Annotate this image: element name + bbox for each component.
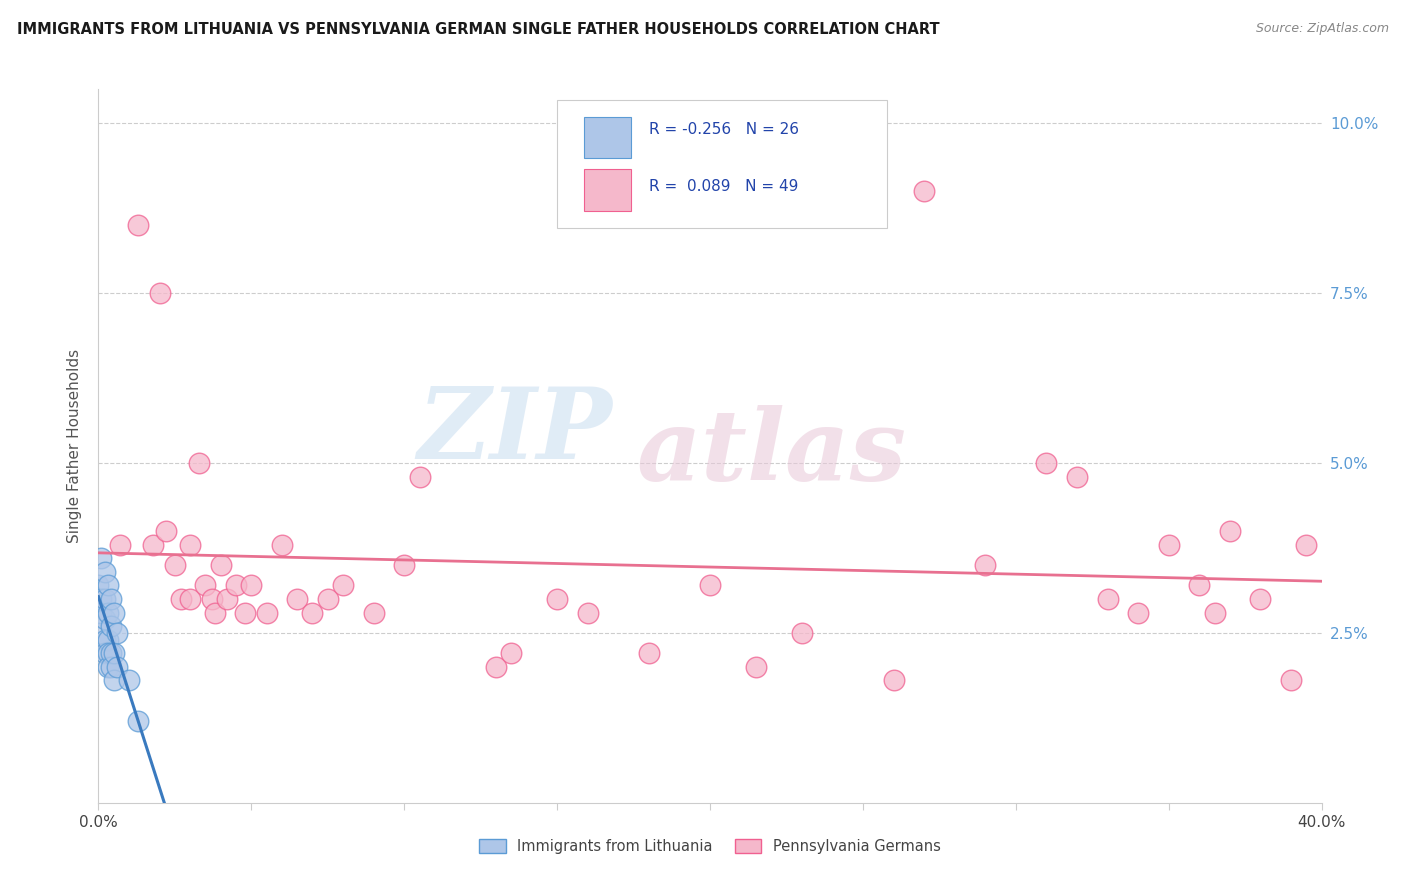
Point xyxy=(1295,537,1317,551)
Point xyxy=(576,606,599,620)
Point xyxy=(100,619,122,633)
Text: Source: ZipAtlas.com: Source: ZipAtlas.com xyxy=(1256,22,1389,36)
Text: IMMIGRANTS FROM LITHUANIA VS PENNSYLVANIA GERMAN SINGLE FATHER HOUSEHOLDS CORREL: IMMIGRANTS FROM LITHUANIA VS PENNSYLVANI… xyxy=(17,22,939,37)
Point xyxy=(87,578,110,592)
Y-axis label: Single Father Households: Single Father Households xyxy=(67,349,83,543)
Point xyxy=(118,673,141,688)
Text: R =  0.089   N = 49: R = 0.089 N = 49 xyxy=(648,179,799,194)
Point xyxy=(97,578,120,592)
Point xyxy=(155,524,177,538)
Point xyxy=(1035,456,1057,470)
Point xyxy=(240,578,263,592)
Point xyxy=(1066,469,1088,483)
Point xyxy=(1188,578,1211,592)
Point xyxy=(97,660,120,674)
Point xyxy=(699,578,721,592)
Point xyxy=(105,660,128,674)
Point xyxy=(225,578,247,592)
Point xyxy=(194,578,217,592)
Point xyxy=(256,606,278,620)
Point xyxy=(100,646,122,660)
Point xyxy=(408,469,430,483)
Point xyxy=(90,626,112,640)
Point xyxy=(1128,606,1150,620)
Point xyxy=(209,558,232,572)
Text: R = -0.256   N = 26: R = -0.256 N = 26 xyxy=(648,122,799,137)
Point xyxy=(90,606,112,620)
Point xyxy=(233,606,256,620)
Point xyxy=(188,456,211,470)
Point xyxy=(90,551,112,566)
FancyBboxPatch shape xyxy=(583,169,630,211)
Point xyxy=(170,591,193,606)
Point xyxy=(546,591,568,606)
Point xyxy=(1219,524,1241,538)
Point xyxy=(485,660,508,674)
Point xyxy=(127,714,149,729)
Point xyxy=(501,646,523,660)
Point xyxy=(363,606,385,620)
Point xyxy=(1204,606,1226,620)
Point xyxy=(179,537,201,551)
Point xyxy=(637,646,661,660)
Point xyxy=(745,660,768,674)
Point xyxy=(883,673,905,688)
Point xyxy=(1097,591,1119,606)
Point xyxy=(790,626,813,640)
Point xyxy=(270,537,292,551)
Point xyxy=(97,632,120,647)
Point xyxy=(93,591,115,606)
FancyBboxPatch shape xyxy=(583,117,630,159)
Point xyxy=(149,286,172,301)
FancyBboxPatch shape xyxy=(557,100,887,228)
Point xyxy=(1157,537,1180,551)
Point xyxy=(392,558,416,572)
Point xyxy=(100,591,122,606)
Point xyxy=(301,606,323,620)
Legend: Immigrants from Lithuania, Pennsylvania Germans: Immigrants from Lithuania, Pennsylvania … xyxy=(474,832,946,860)
Point xyxy=(163,558,186,572)
Point xyxy=(1249,591,1271,606)
Point xyxy=(200,591,222,606)
Point xyxy=(974,558,997,572)
Point xyxy=(108,537,131,551)
Text: ZIP: ZIP xyxy=(418,384,612,480)
Point xyxy=(316,591,339,606)
Point xyxy=(179,591,201,606)
Point xyxy=(332,578,354,592)
Point xyxy=(90,591,112,606)
Point xyxy=(103,606,125,620)
Point xyxy=(103,646,125,660)
Text: atlas: atlas xyxy=(637,405,907,501)
Point xyxy=(127,218,149,232)
Point xyxy=(215,591,238,606)
Point xyxy=(1279,673,1302,688)
Point xyxy=(93,632,115,647)
Point xyxy=(97,646,120,660)
Point xyxy=(97,606,120,620)
Point xyxy=(93,646,115,660)
Point xyxy=(100,660,122,674)
Point xyxy=(103,673,125,688)
Point xyxy=(204,606,226,620)
Point xyxy=(912,184,935,198)
Point xyxy=(93,612,115,626)
Point xyxy=(105,626,128,640)
Point xyxy=(285,591,308,606)
Point xyxy=(142,537,165,551)
Point xyxy=(93,565,115,579)
